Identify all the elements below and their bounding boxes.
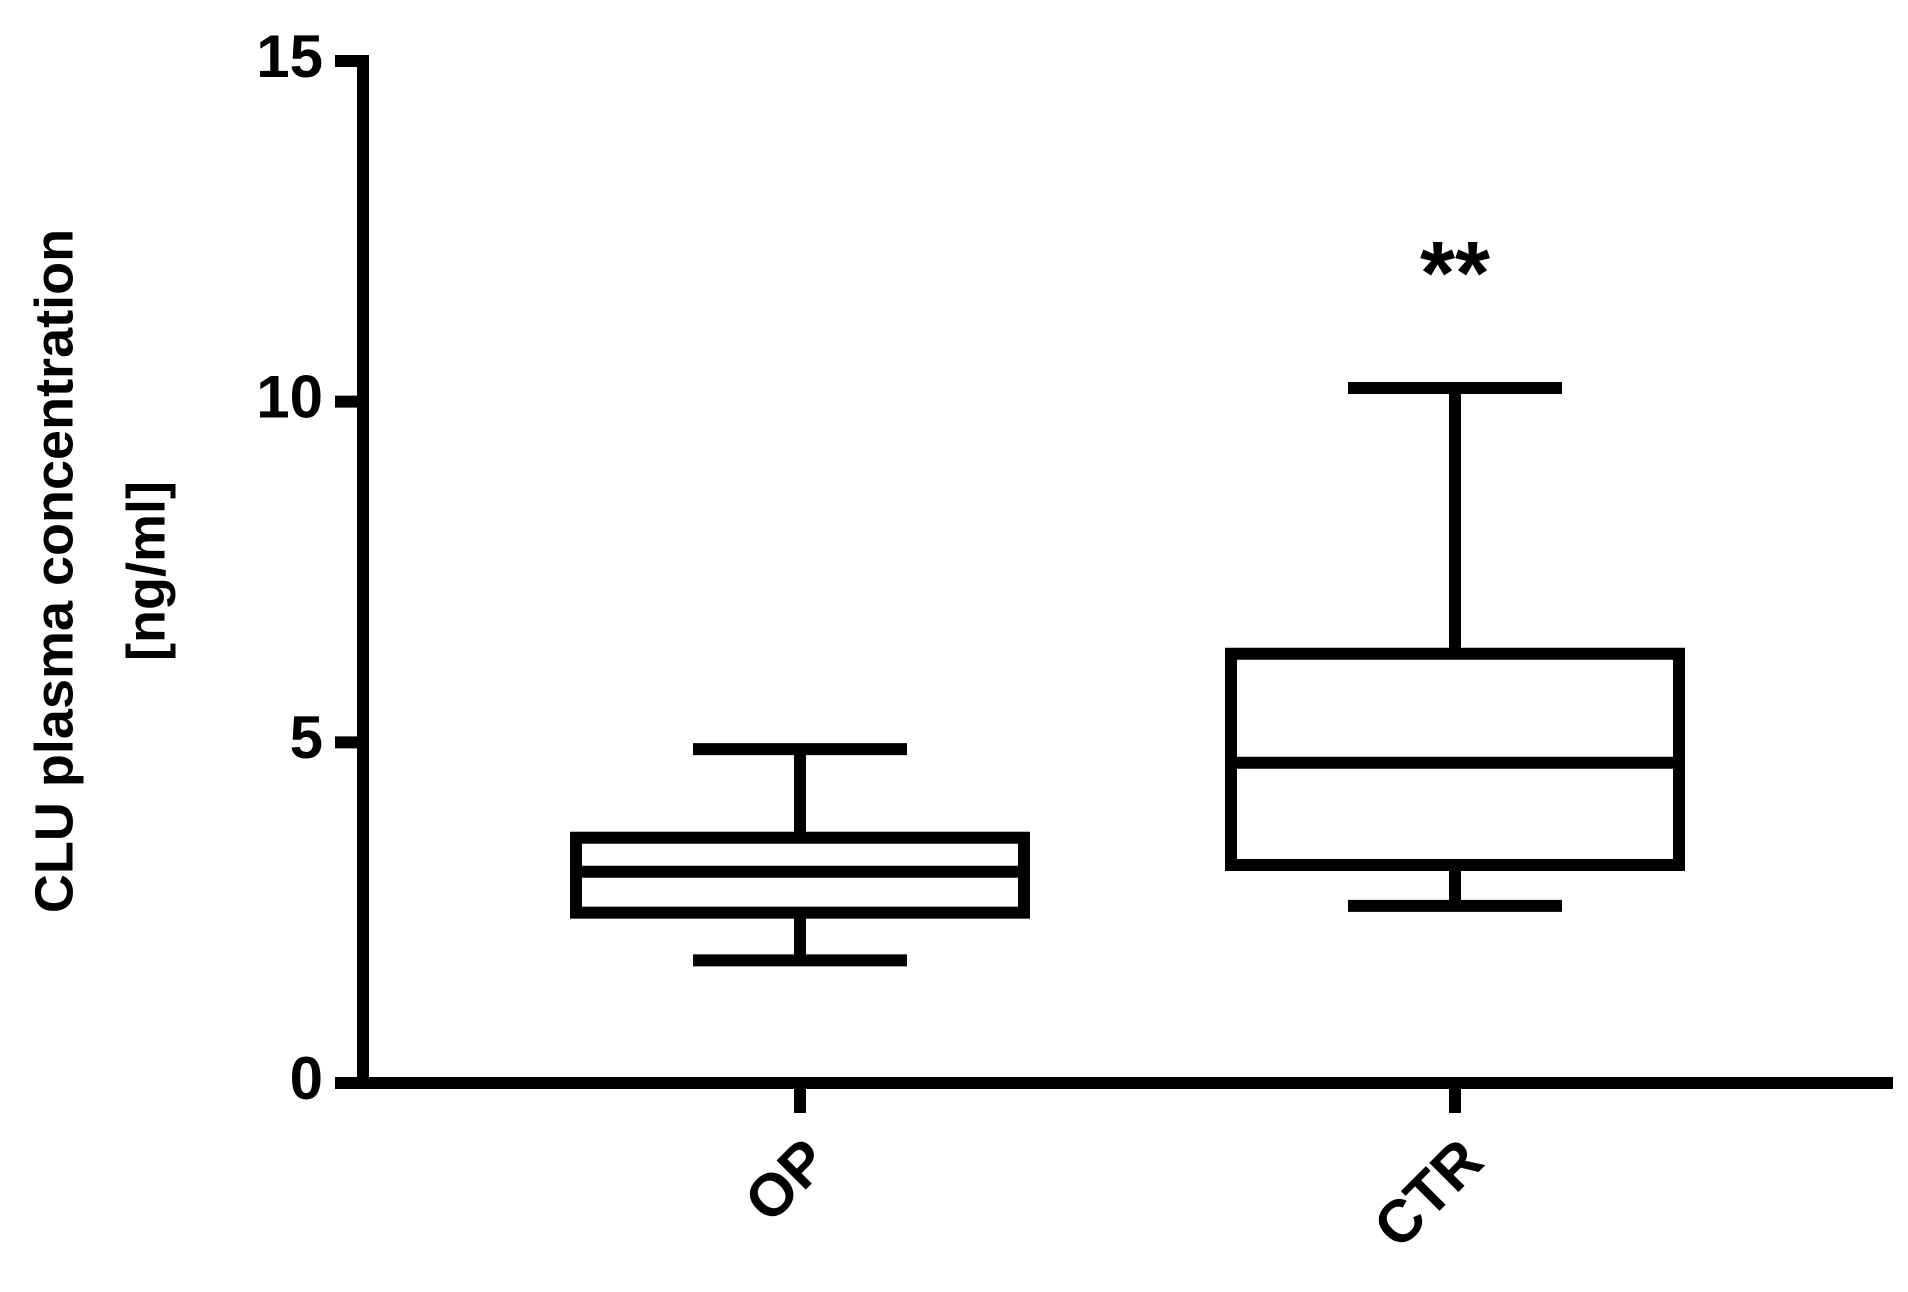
x-tick-label: OP (732, 1126, 841, 1235)
y-tick-label: 0 (290, 1045, 323, 1112)
significance-annotation: ** (1420, 224, 1490, 324)
x-tick-label: CTR (1361, 1126, 1496, 1261)
y-tick-label: 15 (256, 23, 323, 90)
y-axis-label: [ng/ml] (116, 481, 176, 661)
y-tick-label: 10 (256, 364, 323, 431)
y-tick-label: 5 (290, 704, 323, 771)
y-axis-label: CLU plasma concentration (24, 229, 84, 913)
